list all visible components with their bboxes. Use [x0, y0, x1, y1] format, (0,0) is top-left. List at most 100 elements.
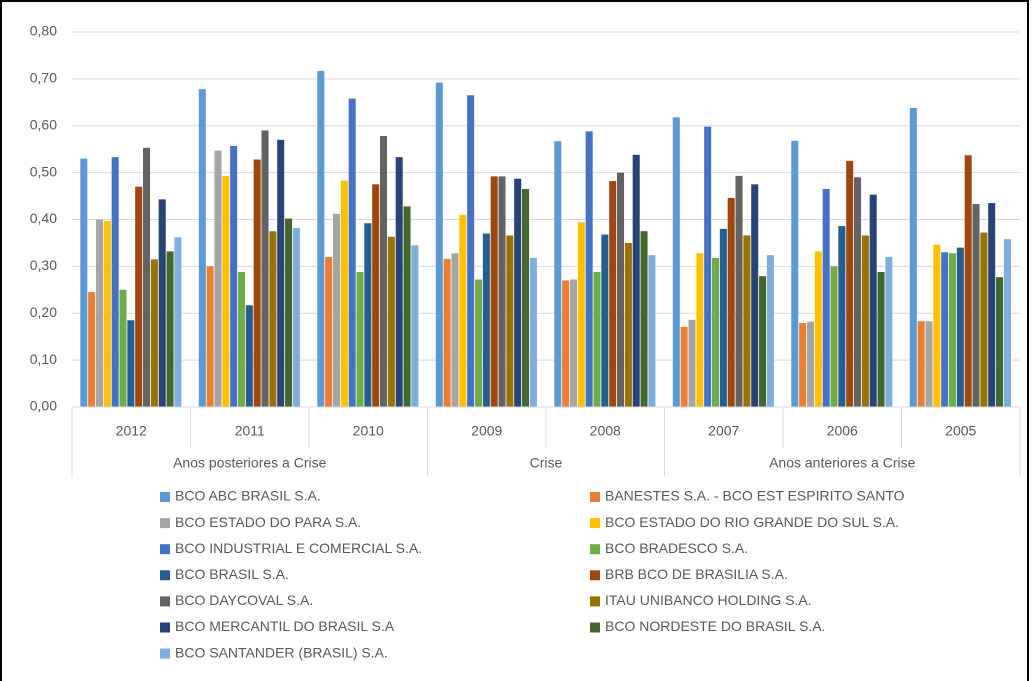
bar: [806, 321, 815, 407]
y-tick-label: 0,40: [30, 210, 57, 226]
legend-label: BCO ESTADO DO PARA S.A.: [175, 514, 361, 530]
y-tick-label: 0,70: [30, 70, 57, 86]
bar: [593, 272, 601, 407]
bar: [751, 184, 759, 407]
bar: [451, 253, 459, 407]
bar: [150, 259, 158, 407]
bar: [166, 251, 174, 407]
bar: [996, 277, 1004, 407]
legend-label: BCO MERCANTIL DO BRASIL S.A: [175, 618, 395, 634]
bar: [680, 326, 688, 407]
bar: [317, 70, 325, 407]
y-tick-label: 0,20: [30, 304, 57, 320]
legend-swatch: [160, 518, 170, 529]
bar: [933, 244, 941, 407]
bar: [569, 279, 578, 407]
legend-label: ITAU UNIBANCO HOLDING S.A.: [605, 592, 812, 608]
legend-swatch: [160, 570, 170, 581]
legend-label: BCO SANTANDER (BRASIL) S.A.: [175, 644, 388, 660]
bar: [387, 236, 395, 407]
bar: [869, 194, 877, 407]
bar: [506, 235, 514, 407]
legend-swatch: [590, 622, 600, 633]
bar: [830, 266, 838, 407]
bar: [743, 235, 751, 407]
legend-swatch: [160, 596, 170, 607]
bar: [980, 232, 988, 407]
legend-label: BCO BRADESCO S.A.: [605, 540, 748, 556]
bar: [269, 231, 277, 407]
group-label: Anos anteriores a Crise: [769, 455, 916, 471]
bar: [917, 321, 925, 407]
legend-label: BCO BRASIL S.A.: [175, 566, 289, 582]
y-tick-label: 0,80: [30, 23, 57, 39]
bar: [846, 160, 854, 407]
bar: [482, 233, 490, 407]
bar: [206, 266, 214, 407]
legend-swatch: [160, 622, 170, 633]
bar: [459, 214, 467, 407]
bar: [80, 158, 88, 407]
legend-swatch: [590, 492, 600, 502]
bar: [88, 292, 96, 407]
bar: [554, 141, 562, 407]
bar: [403, 206, 411, 407]
bar: [158, 199, 166, 407]
bar: [948, 253, 957, 407]
legend-swatch: [590, 596, 600, 607]
bar: [791, 140, 799, 407]
bar: [609, 181, 617, 407]
bar: [727, 197, 735, 407]
bar: [127, 320, 135, 407]
legend-label: BANESTES S.A. - BCO EST ESPIRITO SANTO: [605, 488, 905, 504]
y-tick-label: 0,30: [30, 257, 57, 273]
legend-label: BCO NORDESTE DO BRASIL S.A.: [605, 618, 825, 634]
bar: [230, 145, 238, 407]
bar: [292, 227, 300, 407]
bar: [498, 176, 506, 407]
bar: [135, 186, 143, 407]
bar: [672, 117, 680, 407]
x-tick-label: 2006: [827, 423, 858, 439]
group-label: Crise: [530, 455, 563, 471]
bar: [490, 176, 498, 407]
bar: [585, 131, 593, 407]
bar: [111, 157, 119, 407]
y-tick-label: 0,60: [30, 116, 57, 132]
bar: [119, 289, 127, 407]
bar: [364, 223, 372, 407]
bar: [253, 159, 261, 407]
y-tick-label: 0,10: [30, 351, 57, 367]
bar: [909, 107, 917, 407]
bar: [854, 177, 862, 407]
bar: [799, 323, 807, 407]
bar: [822, 189, 830, 407]
bar: [174, 237, 182, 407]
bar: [522, 189, 530, 407]
bar: [261, 130, 269, 407]
legend-label: BCO DAYCOVAL S.A.: [175, 592, 313, 608]
bar: [198, 89, 206, 407]
bar: [95, 219, 104, 407]
bar: [348, 98, 356, 407]
bar: [766, 255, 774, 407]
bar: [956, 247, 964, 407]
bar: [624, 242, 632, 407]
group-label: Anos posteriores a Crise: [173, 455, 327, 471]
bar: [688, 319, 696, 407]
bar: [861, 235, 869, 407]
legend-swatch: [160, 544, 170, 555]
bar: [838, 226, 846, 407]
bar: [696, 253, 704, 407]
bar: [640, 231, 648, 407]
x-tick-label: 2010: [353, 423, 384, 439]
x-tick-label: 2007: [708, 423, 739, 439]
legend-swatch: [590, 518, 600, 529]
bar: [814, 251, 822, 407]
bar: [941, 252, 949, 407]
bar: [411, 245, 419, 407]
bar: [103, 220, 111, 407]
y-tick-label: 0,50: [30, 163, 57, 179]
legend-label: BCO ABC BRASIL S.A.: [175, 488, 321, 504]
